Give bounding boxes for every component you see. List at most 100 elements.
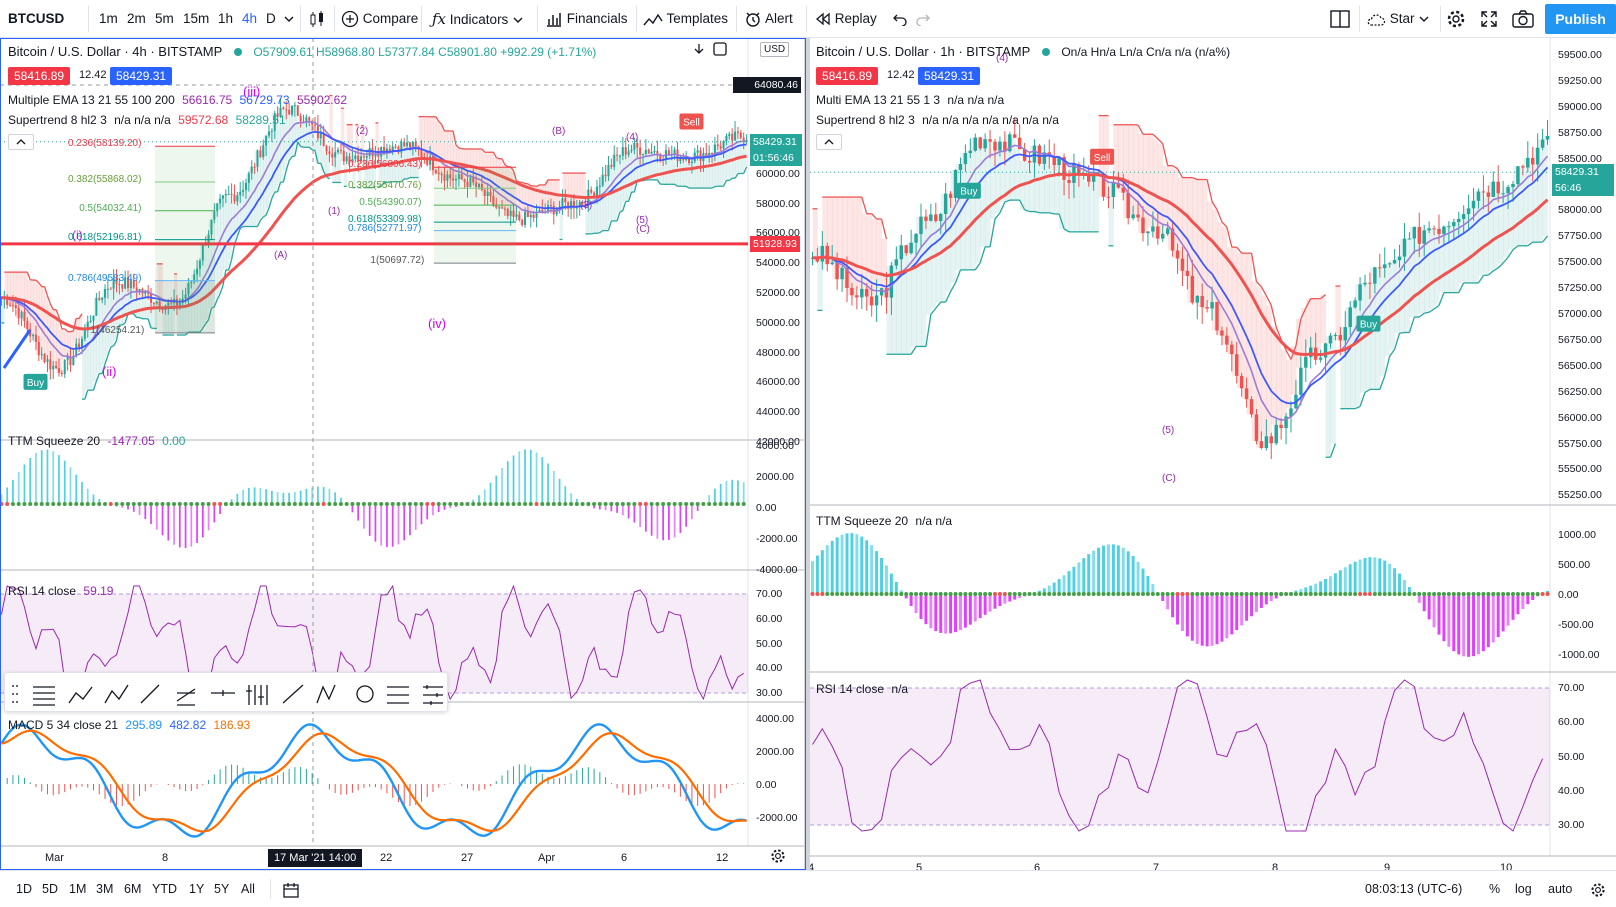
gear-icon[interactable] <box>1446 0 1466 38</box>
symbol-search[interactable]: BTCUSD <box>8 11 65 26</box>
macd-legend[interactable]: MACD 5 34 close 21 295.89 482.82 186.93 <box>8 718 250 732</box>
candle-style-icon[interactable] <box>307 0 327 38</box>
supertrend-fill <box>1187 177 1193 303</box>
ttm-squeeze-dot <box>666 502 671 506</box>
interval-15m[interactable]: 15m <box>183 11 210 26</box>
candle-body <box>924 216 928 221</box>
supertrend-line <box>521 181 526 185</box>
range-all[interactable]: All <box>241 882 255 896</box>
star-button[interactable]: Star <box>1366 0 1430 38</box>
range-3m[interactable]: 3M <box>96 882 114 896</box>
candle-body <box>388 148 391 153</box>
range-ytd[interactable]: YTD <box>152 882 177 896</box>
maximize-icon[interactable] <box>713 42 727 59</box>
interval-2m[interactable]: 2m <box>127 11 146 26</box>
supertrend-fill <box>645 153 650 180</box>
candle-body <box>483 189 486 196</box>
ttm-legend[interactable]: TTM Squeeze 20 n/a n/a <box>816 514 952 528</box>
ttm-squeeze-dot <box>620 502 625 506</box>
chart-4h[interactable]: Buy Sell Bitcoin / U.S. Dollar · 4h · BIT… <box>0 38 804 870</box>
collapse-legend-button[interactable] <box>8 134 34 150</box>
supertrend-fill <box>1197 179 1203 308</box>
replay-button[interactable]: Replay <box>815 0 877 38</box>
supertrend-legend[interactable]: Supertrend 8 hl2 3 n/a n/a n/a n/a n/a n… <box>816 113 1059 127</box>
bid-badge[interactable]: 58416.89 <box>816 67 879 85</box>
ttm-squeeze-dot <box>1348 592 1353 596</box>
chart-settings-icon[interactable] <box>1590 871 1606 907</box>
date-range-icon[interactable] <box>283 871 299 907</box>
collapse-legend-button[interactable] <box>816 134 842 150</box>
range-5d[interactable]: 5D <box>42 882 58 896</box>
candle-body <box>919 216 923 234</box>
ask-badge[interactable]: 58429.31 <box>918 67 981 85</box>
ema-legend[interactable]: Multi EMA 13 21 55 1 3 n/a n/a n/a <box>816 93 1004 107</box>
range-1m[interactable]: 1M <box>69 882 87 896</box>
templates-button[interactable]: Templates <box>643 0 728 38</box>
indicators-button[interactable]: ƒx Indicators <box>432 0 524 38</box>
supertrend-fill <box>1355 284 1361 407</box>
supertrend-legend[interactable]: Supertrend 8 hl2 3 n/a n/a n/a 59572.68 … <box>8 113 286 127</box>
publish-button[interactable]: Publish <box>1545 4 1616 34</box>
percent-scale-toggle[interactable]: % <box>1489 882 1501 896</box>
ttm-squeeze-dot <box>1432 592 1437 596</box>
supertrend-fill <box>536 184 540 211</box>
chart-1h-canvas[interactable]: Buy Sell Buy <box>810 38 1616 870</box>
ttm-legend[interactable]: TTM Squeeze 20 -1477.05 0.00 <box>8 434 185 448</box>
range-5y[interactable]: 5Y <box>214 882 230 896</box>
drawing-toolbar[interactable] <box>4 672 448 712</box>
chart-4h-canvas[interactable]: Buy Sell <box>0 38 804 870</box>
interval-d[interactable]: D <box>266 11 276 26</box>
candle-body <box>1516 166 1520 185</box>
sell-signal-marker <box>679 113 704 130</box>
timezone-clock[interactable]: 08:03:13 (UTC-6) <box>1365 882 1463 896</box>
rsi-legend[interactable]: RSI 14 close n/a <box>816 682 908 696</box>
currency-label[interactable]: USD <box>760 42 790 57</box>
trend-line-icon <box>140 684 160 704</box>
ttm-squeeze-dot <box>528 502 533 506</box>
interval-5m[interactable]: 5m <box>155 11 174 26</box>
candle-body <box>357 155 360 162</box>
supertrend-fill <box>556 179 561 207</box>
interval-4h[interactable]: 4h <box>242 11 258 26</box>
candle-body <box>1432 228 1436 230</box>
supertrend-line <box>70 330 74 333</box>
undo-icon[interactable] <box>893 0 907 38</box>
fullscreen-icon[interactable] <box>1480 0 1498 38</box>
range-6m[interactable]: 6M <box>124 882 142 896</box>
fib-level-label: 0.786(49583.49) <box>68 272 142 284</box>
candle-body <box>1215 302 1219 331</box>
ray-icon <box>282 684 304 704</box>
candle-body <box>446 174 449 181</box>
time-axis-label: 9 <box>1384 862 1391 870</box>
range-1d[interactable]: 1D <box>16 882 32 896</box>
interval-1m[interactable]: 1m <box>99 11 118 26</box>
candle-body <box>1131 214 1135 219</box>
candle-body <box>104 289 107 298</box>
auto-scale-toggle[interactable]: auto <box>1548 882 1573 896</box>
scroll-down-icon[interactable] <box>692 42 706 59</box>
layout-icon[interactable] <box>1330 0 1350 38</box>
chart-1h[interactable]: Buy Sell Buy Bitcoin / U.S. Dollar · 1h · … <box>810 38 1616 870</box>
ask-badge[interactable]: 58429.31 <box>110 67 173 85</box>
chart-settings-gear-icon[interactable] <box>770 848 786 867</box>
pane-splitter[interactable] <box>804 38 810 870</box>
divider <box>334 6 335 32</box>
ttm-squeeze-dot <box>1427 592 1432 596</box>
log-scale-toggle[interactable]: log <box>1515 882 1532 896</box>
compare-button[interactable]: Compare <box>341 0 418 38</box>
supertrend-fill <box>33 280 37 342</box>
bid-badge[interactable]: 58416.89 <box>8 67 71 85</box>
ema-legend[interactable]: Multiple EMA 13 21 55 100 200 56616.75 5… <box>8 93 347 107</box>
redo-icon[interactable] <box>916 0 930 38</box>
interval-1h[interactable]: 1h <box>218 11 234 26</box>
ttm-squeeze-dot <box>597 502 602 506</box>
financials-button[interactable]: Financials <box>545 0 628 38</box>
range-1y[interactable]: 1Y <box>189 882 205 896</box>
candle-body <box>1042 152 1047 164</box>
camera-icon[interactable] <box>1512 0 1534 38</box>
supertrend-fill <box>596 185 601 233</box>
ttm-squeeze-dot <box>51 502 56 506</box>
intervals-dropdown-icon[interactable] <box>283 0 295 38</box>
alert-button[interactable]: Alert <box>744 0 793 38</box>
rsi-legend[interactable]: RSI 14 close 59.19 <box>8 584 113 598</box>
